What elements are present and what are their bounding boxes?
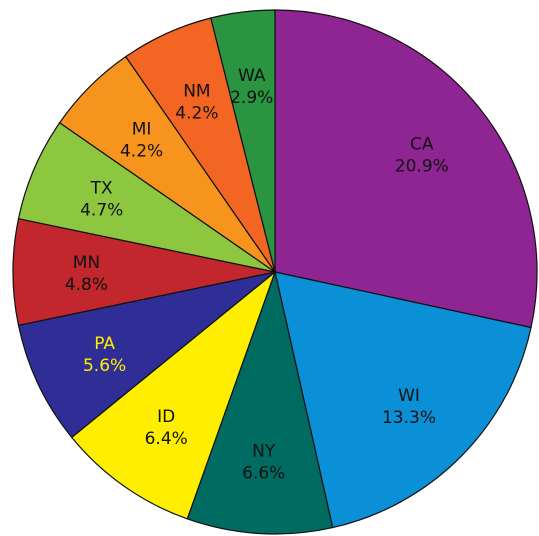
slice-label-pa: PA xyxy=(94,334,115,354)
pie-slice-id xyxy=(70,270,277,520)
slice-value-ny: 6.6% xyxy=(242,463,285,483)
slice-value-pa: 5.6% xyxy=(83,356,126,376)
slice-label-ny: NY xyxy=(252,441,276,461)
slice-value-ca: 20.9% xyxy=(395,157,449,177)
slice-label-wa: WA xyxy=(238,66,266,86)
slice-value-nm: 4.2% xyxy=(175,103,218,123)
pie-slice-pa xyxy=(17,271,276,439)
pie-slice-ny xyxy=(186,269,334,535)
slice-value-mi: 4.2% xyxy=(120,142,163,162)
pie-slices xyxy=(12,9,538,535)
slice-label-id: ID xyxy=(157,407,175,427)
slice-label-ca: CA xyxy=(410,135,434,155)
slice-value-tx: 4.7% xyxy=(80,201,123,221)
slice-label-nm: NM xyxy=(183,81,210,101)
pie-slice-wi xyxy=(274,271,532,529)
slice-label-wi: WI xyxy=(398,386,420,406)
slice-label-tx: TX xyxy=(90,179,113,199)
slice-value-wa: 2.9% xyxy=(230,88,273,108)
slice-value-mn: 4.8% xyxy=(65,275,108,295)
slice-value-id: 6.4% xyxy=(145,429,188,449)
slice-value-wi: 13.3% xyxy=(382,408,436,428)
slice-label-mi: MI xyxy=(132,120,152,140)
pie-slice-wa xyxy=(210,9,276,273)
slice-label-mn: MN xyxy=(73,253,100,273)
pie-slice-ca xyxy=(274,9,538,329)
